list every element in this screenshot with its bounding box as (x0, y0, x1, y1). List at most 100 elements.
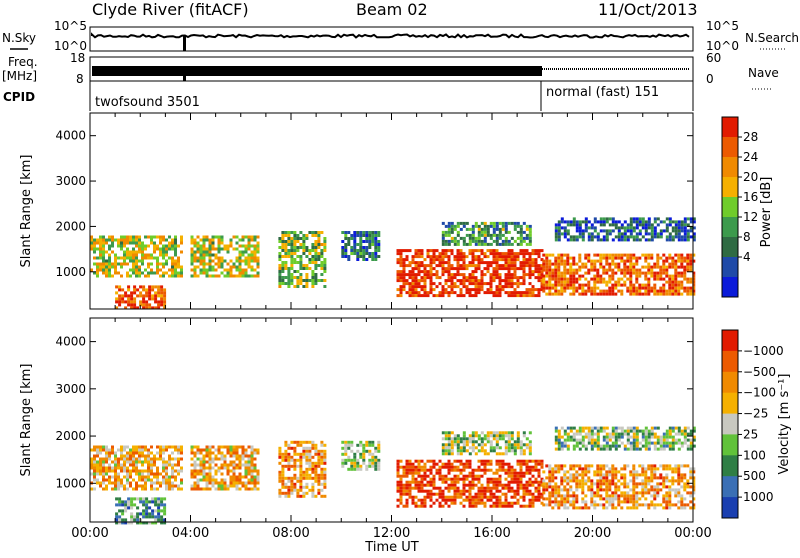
velocity-echo-cell (102, 461, 105, 464)
power-echo-cell (236, 269, 239, 272)
velocity-echo-cell (299, 477, 302, 480)
power-echo-cell (651, 229, 654, 232)
velocity-echo-cell (602, 488, 605, 491)
power-echo-cell (412, 282, 415, 285)
velocity-echo-cell (564, 442, 567, 445)
velocity-echo-cell (174, 446, 177, 449)
power-echo-cell (320, 243, 323, 246)
velocity-echo-cell (400, 499, 403, 502)
power-echo-cell (105, 263, 108, 266)
velocity-echo-cell (529, 499, 532, 502)
velocity-echo-cell (126, 461, 129, 464)
velocity-echo-cell (590, 488, 593, 491)
power-echo-cell (445, 243, 448, 246)
velocity-echo-cell (236, 485, 239, 488)
velocity-echo-cell (493, 437, 496, 440)
power-echo-cell (588, 235, 591, 238)
velocity-echo-cell (508, 434, 511, 437)
power-echo-cell (496, 234, 499, 237)
velocity-echo-cell (511, 434, 514, 437)
power-echo-cell (350, 246, 353, 249)
velocity-echo-cell (135, 470, 138, 473)
power-echo-cell (499, 243, 502, 246)
power-echo-cell (194, 242, 197, 245)
power-echo-cell (139, 300, 142, 303)
power-echo-cell (683, 272, 686, 275)
velocity-echo-cell (400, 478, 403, 481)
velocity-echo-cell (418, 490, 421, 493)
velocity-echo-cell (230, 470, 233, 473)
velocity-echo-cell (445, 496, 448, 499)
power-echo-cell (484, 273, 487, 276)
velocity-echo-cell (308, 462, 311, 465)
velocity-echo-cell (236, 464, 239, 467)
velocity-echo-cell (284, 441, 287, 444)
velocity-echo-cell (111, 461, 114, 464)
velocity-echo-cell (191, 458, 194, 461)
power-echo-cell (638, 269, 641, 272)
power-echo-cell (674, 284, 677, 287)
velocity-echo-cell (499, 437, 502, 440)
power-echo-cell (508, 267, 511, 270)
power-echo-cell (194, 239, 197, 242)
power-echo-cell (156, 272, 159, 275)
velocity-echo-cell (317, 453, 320, 456)
velocity-echo-cell (678, 433, 681, 436)
power-echo-cell (118, 294, 121, 297)
velocity-echo-cell (99, 461, 102, 464)
velocity-echo-cell (129, 464, 132, 467)
velocity-echo-cell (421, 484, 424, 487)
power-echo-cell (523, 267, 526, 270)
velocity-echo-cell (242, 458, 245, 461)
velocity-echo-cell (168, 458, 171, 461)
velocity-echo-cell (293, 465, 296, 468)
power-echo-cell (689, 257, 692, 260)
velocity-echo-cell (156, 488, 159, 491)
power-echo-cell (115, 285, 118, 288)
power-echo-cell (560, 257, 563, 260)
velocity-echo-cell (212, 458, 215, 461)
power-y-axis-label: Slant Range [km] (19, 155, 34, 268)
power-echo-cell (585, 229, 588, 232)
velocity-echo-cell (627, 433, 630, 436)
velocity-echo-cell (445, 463, 448, 466)
velocity-echo-cell (218, 470, 221, 473)
velocity-echo-cell (542, 491, 545, 494)
velocity-echo-cell (481, 487, 484, 490)
velocity-echo-cell (570, 439, 573, 442)
velocity-echo-cell (245, 473, 248, 476)
power-echo-cell (412, 267, 415, 270)
power-echo-cell (563, 260, 566, 263)
velocity-echo-cell (566, 500, 569, 503)
power-echo-cell (206, 248, 209, 251)
velocity-echo-cell (114, 455, 117, 458)
power-echo-cell (293, 258, 296, 261)
power-echo-cell (614, 281, 617, 284)
velocity-echo-cell (629, 479, 632, 482)
power-echo-cell (415, 294, 418, 297)
power-echo-cell (523, 279, 526, 282)
velocity-echo-cell (129, 458, 132, 461)
power-echo-cell (293, 252, 296, 255)
power-echo-cell (311, 231, 314, 234)
velocity-echo-cell (484, 502, 487, 505)
power-echo-cell (118, 288, 121, 291)
power-echo-cell (200, 272, 203, 275)
velocity-echo-cell (573, 433, 576, 436)
power-echo-cell (505, 264, 508, 267)
power-echo-cell (230, 239, 233, 242)
power-echo-cell (174, 254, 177, 257)
velocity-echo-cell (221, 464, 224, 467)
velocity-echo-cell (466, 478, 469, 481)
power-echo-cell (538, 255, 541, 258)
velocity-echo-cell (632, 464, 635, 467)
power-echo-cell (659, 287, 662, 290)
velocity-echo-cell (593, 473, 596, 476)
velocity-echo-cell (203, 488, 206, 491)
velocity-echo-cell (320, 495, 323, 498)
velocity-echo-cell (567, 439, 570, 442)
power-echo-cell (299, 264, 302, 267)
power-echo-cell (548, 290, 551, 293)
velocity-echo-cell (629, 497, 632, 500)
power-echo-cell (254, 257, 257, 260)
